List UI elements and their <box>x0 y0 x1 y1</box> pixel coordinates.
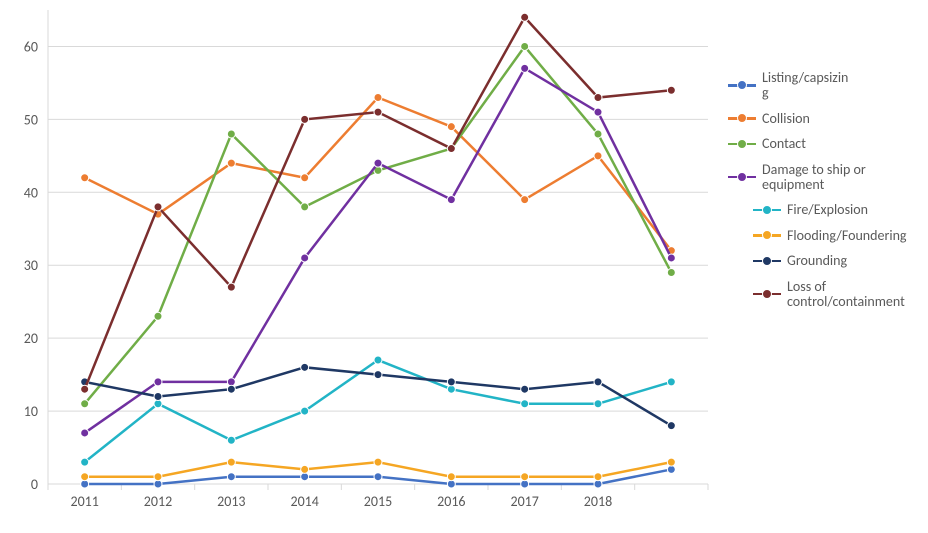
series-marker <box>81 458 89 466</box>
legend-item: Grounding <box>728 253 907 268</box>
y-tick-label: 10 <box>24 403 38 420</box>
legend-swatch <box>728 170 756 184</box>
series-marker <box>301 465 309 473</box>
series-marker <box>521 473 529 481</box>
series-marker <box>301 254 309 262</box>
series-marker <box>447 473 455 481</box>
series-marker <box>227 473 235 481</box>
y-tick-label: 50 <box>24 111 38 128</box>
series-marker <box>301 407 309 415</box>
x-tick-label: 2017 <box>510 493 538 510</box>
x-tick-label: 2011 <box>70 493 98 510</box>
legend-item: Collision <box>728 111 907 126</box>
series-marker <box>667 378 675 386</box>
y-tick-label: 40 <box>24 184 38 201</box>
series-marker <box>594 108 602 116</box>
legend-label: Contact <box>762 136 806 151</box>
series-marker <box>594 130 602 138</box>
x-tick-label: 2016 <box>437 493 465 510</box>
y-tick-label: 60 <box>24 38 38 55</box>
series-marker <box>301 115 309 123</box>
series-marker <box>447 123 455 131</box>
legend-label: Flooding/Foundering <box>787 228 907 243</box>
series-marker <box>301 203 309 211</box>
series-marker <box>594 94 602 102</box>
series-marker <box>374 458 382 466</box>
series-marker <box>447 145 455 153</box>
series-marker <box>521 64 529 72</box>
legend-swatch <box>753 254 781 268</box>
series-marker <box>81 473 89 481</box>
series-marker <box>227 130 235 138</box>
legend-swatch <box>728 137 756 151</box>
series-marker <box>521 42 529 50</box>
series-marker <box>521 13 529 21</box>
legend-label: Fire/Explosion <box>787 202 868 217</box>
series-marker <box>594 400 602 408</box>
legend-item: Loss of control/containment <box>728 279 907 310</box>
series-marker <box>374 356 382 364</box>
x-tick-label: 2012 <box>144 493 172 510</box>
series-marker <box>594 152 602 160</box>
series-marker <box>667 422 675 430</box>
series-marker <box>374 371 382 379</box>
chart-legend: Listing/capsizin g Collision Contact Damage… <box>728 70 907 319</box>
x-tick-label: 2018 <box>584 493 612 510</box>
series-marker <box>374 108 382 116</box>
series-marker <box>594 378 602 386</box>
series-marker <box>227 385 235 393</box>
legend-label: Listing/capsizin g <box>762 70 848 101</box>
series-marker <box>154 312 162 320</box>
series-marker <box>154 203 162 211</box>
series-marker <box>594 473 602 481</box>
series-marker <box>227 159 235 167</box>
legend-swatch <box>728 111 756 125</box>
x-tick-label: 2013 <box>217 493 245 510</box>
series-marker <box>667 458 675 466</box>
series-marker <box>667 254 675 262</box>
series-marker <box>227 283 235 291</box>
series-marker <box>301 363 309 371</box>
series-marker <box>447 378 455 386</box>
y-tick-label: 0 <box>31 476 38 493</box>
legend-label: Loss of control/containment <box>787 279 905 310</box>
legend-item: Flooding/Foundering <box>728 228 907 243</box>
series-marker <box>301 174 309 182</box>
x-tick-label: 2014 <box>290 493 318 510</box>
series-marker <box>227 436 235 444</box>
series-marker <box>374 159 382 167</box>
legend-swatch <box>753 228 781 242</box>
series-marker <box>374 473 382 481</box>
x-tick-label: 2015 <box>364 493 392 510</box>
legend-item: Contact <box>728 136 907 151</box>
legend-item: Damage to ship or equipment <box>728 162 907 193</box>
series-marker <box>81 429 89 437</box>
series-marker <box>521 400 529 408</box>
legend-swatch <box>753 287 781 301</box>
series-marker <box>154 392 162 400</box>
legend-label: Grounding <box>787 253 847 268</box>
series-marker <box>227 458 235 466</box>
legend-item: Fire/Explosion <box>728 202 907 217</box>
series-marker <box>667 86 675 94</box>
series-marker <box>154 473 162 481</box>
legend-label: Damage to ship or equipment <box>762 162 866 193</box>
legend-swatch <box>753 203 781 217</box>
series-marker <box>81 400 89 408</box>
series-marker <box>521 196 529 204</box>
legend-label: Collision <box>762 111 810 126</box>
series-marker <box>154 378 162 386</box>
series-marker <box>667 269 675 277</box>
series-marker <box>521 385 529 393</box>
series-marker <box>81 174 89 182</box>
series-marker <box>81 385 89 393</box>
series-marker <box>447 196 455 204</box>
legend-item: Listing/capsizin g <box>728 70 907 101</box>
series-marker <box>374 94 382 102</box>
y-tick-label: 20 <box>24 330 38 347</box>
legend-swatch <box>728 78 756 92</box>
y-tick-label: 30 <box>24 257 38 274</box>
